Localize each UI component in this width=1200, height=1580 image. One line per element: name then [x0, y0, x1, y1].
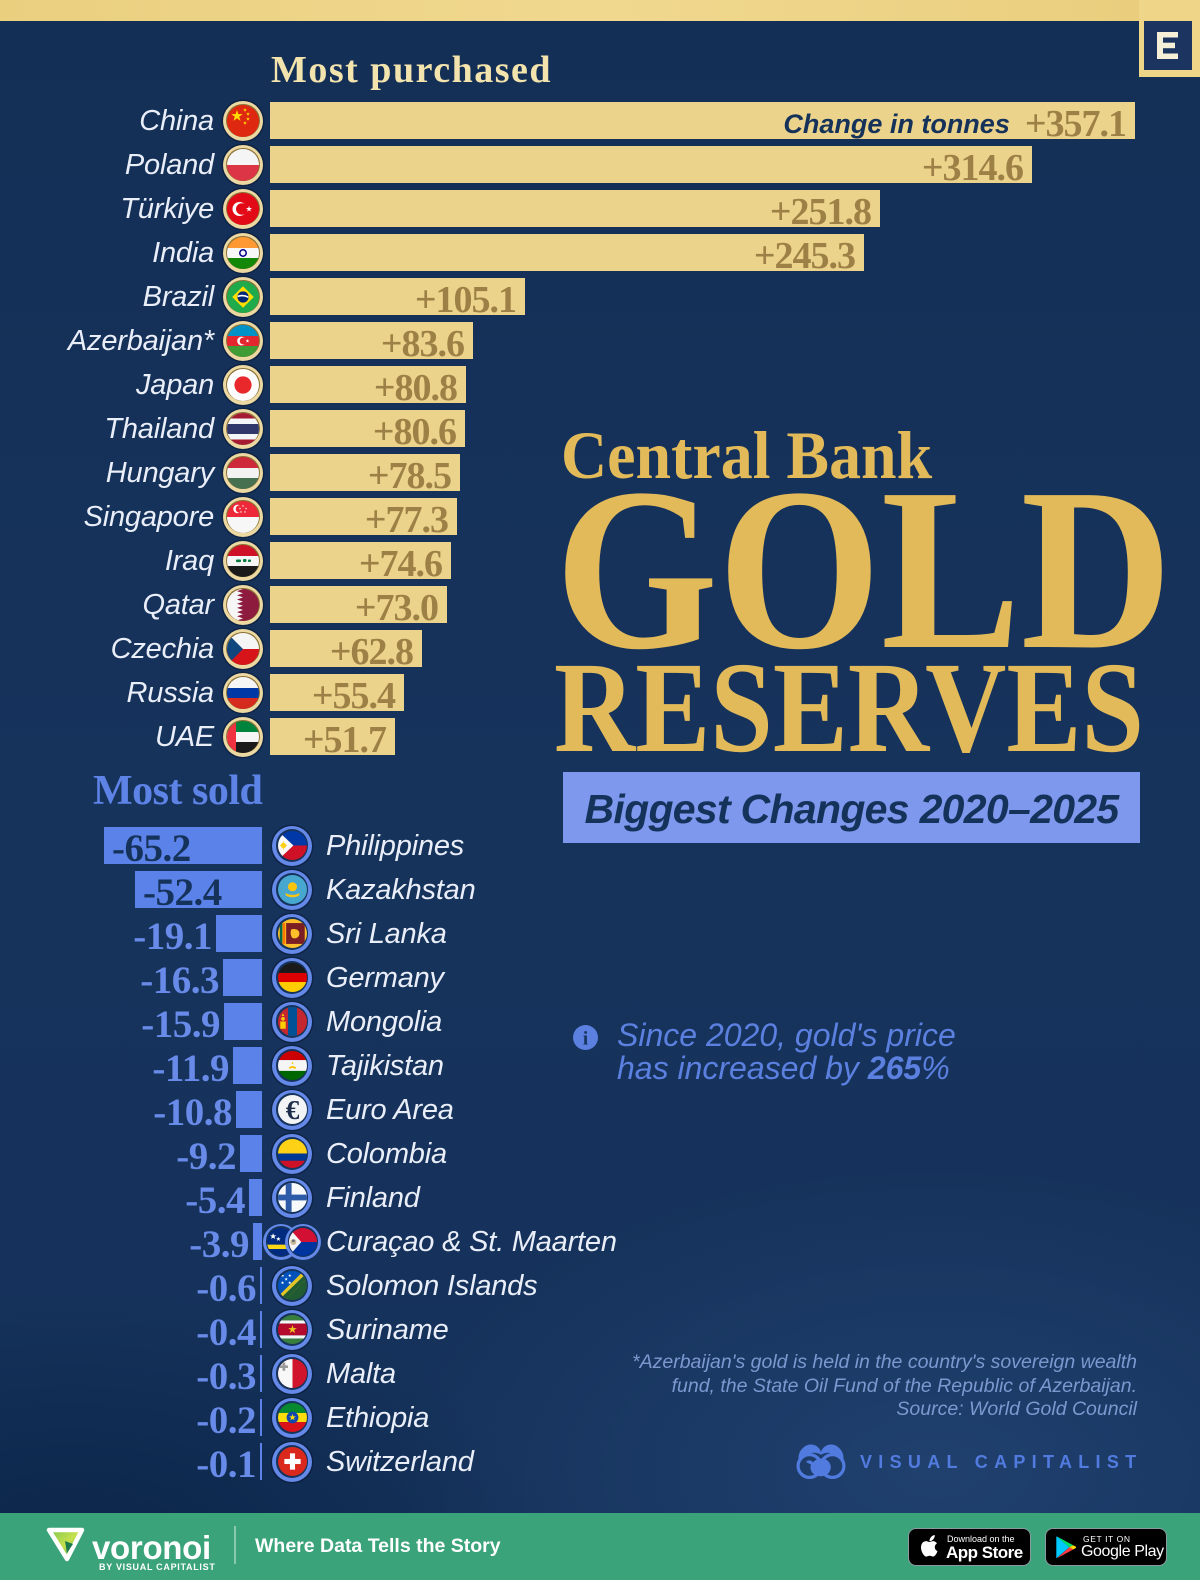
- svg-text:GOLD: GOLD: [555, 478, 1172, 658]
- svg-text:€: €: [285, 1095, 299, 1124]
- svg-text:i: i: [583, 1029, 588, 1050]
- svg-text:RESERVES: RESERVES: [554, 650, 1144, 760]
